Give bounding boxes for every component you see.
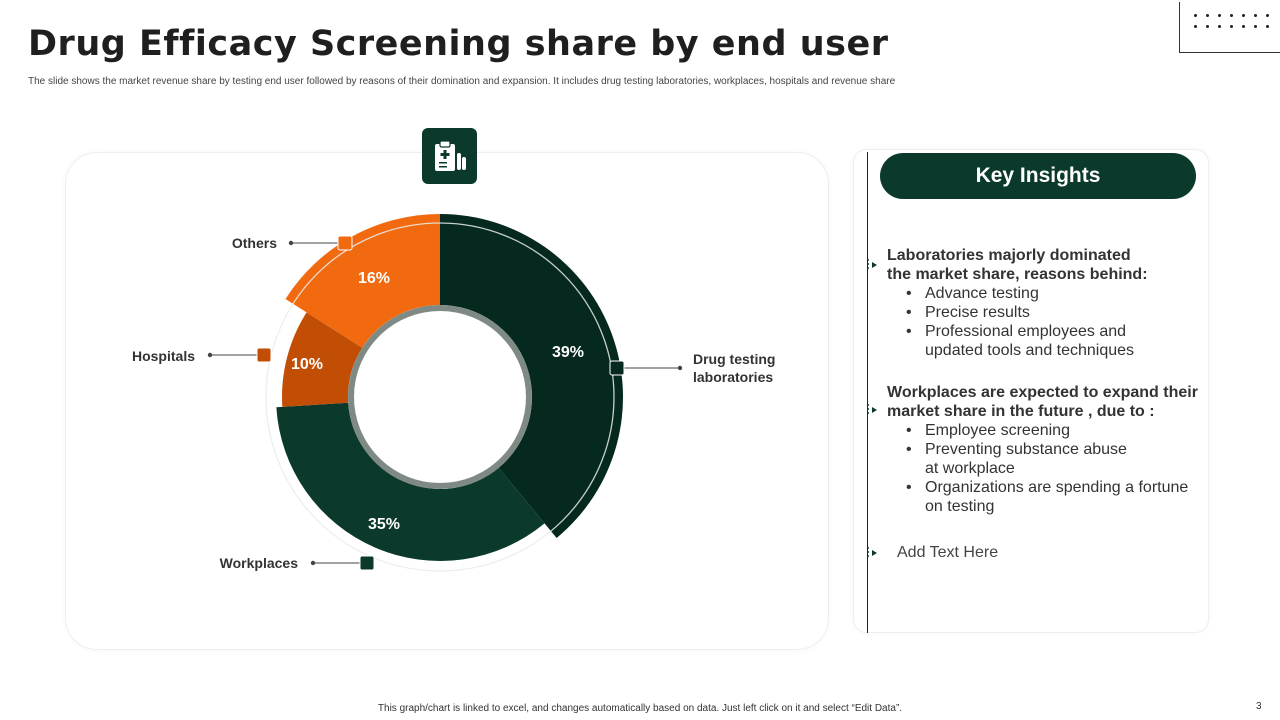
donut-slice[interactable]	[440, 214, 623, 539]
page-title: Drug Efficacy Screening share by end use…	[28, 24, 889, 64]
chart-badge	[422, 128, 477, 184]
insights-header: Key Insights	[880, 153, 1196, 199]
data-label: 16%	[358, 270, 390, 287]
insight-block-workplaces: Workplaces are expected to expand their …	[887, 383, 1198, 516]
footer-note: This graph/chart is linked to excel, and…	[377, 703, 903, 714]
insight-heading: Laboratories majorly dominated the marke…	[887, 247, 1148, 283]
category-label: Others	[232, 235, 277, 251]
insight-bullets: Employee screening Preventing substance …	[887, 421, 1198, 516]
slice-marker	[337, 235, 353, 251]
arrow-marker-icon	[867, 404, 877, 416]
arrow-marker-icon	[867, 547, 877, 559]
insight-heading: Workplaces are expected to expand their …	[887, 384, 1198, 420]
leader-dot	[677, 365, 683, 371]
leader-dot	[288, 240, 294, 246]
donut-slice[interactable]	[285, 214, 440, 348]
slice-marker	[609, 360, 625, 376]
bullet-item: Advance testing	[906, 284, 1148, 303]
leader-dot	[207, 352, 213, 358]
page-subtitle: The slide shows the market revenue share…	[28, 76, 896, 87]
arrow-marker-icon	[867, 259, 877, 271]
donut-slice[interactable]	[276, 402, 545, 561]
data-label: 10%	[291, 356, 323, 373]
page-number: 3	[1256, 701, 1262, 712]
category-label: Hospitals	[132, 348, 195, 364]
data-label: 35%	[368, 516, 400, 533]
insight-block-laboratories: Laboratories majorly dominated the marke…	[887, 246, 1148, 360]
outer-ring	[265, 222, 615, 572]
category-label: laboratories	[693, 369, 773, 385]
insights-card	[853, 149, 1209, 633]
slice-marker	[256, 347, 272, 363]
slice-marker	[359, 555, 375, 571]
donut-slice[interactable]	[282, 312, 363, 407]
medical-clipboard-icon	[435, 140, 466, 171]
leader-dot	[310, 560, 316, 566]
category-label: Workplaces	[220, 555, 299, 571]
bullet-item: Precise results	[906, 303, 1148, 322]
add-text-placeholder[interactable]: Add Text Here	[897, 544, 999, 561]
category-label: Drug testing	[693, 351, 775, 367]
data-label: 39%	[552, 344, 584, 361]
inner-ring	[348, 305, 532, 489]
insight-bullets: Advance testing Precise results Professi…	[887, 284, 1148, 360]
bullet-item: Employee screening	[906, 421, 1198, 440]
decorative-dot-grid	[1179, 2, 1280, 53]
timeline-line	[867, 152, 868, 633]
